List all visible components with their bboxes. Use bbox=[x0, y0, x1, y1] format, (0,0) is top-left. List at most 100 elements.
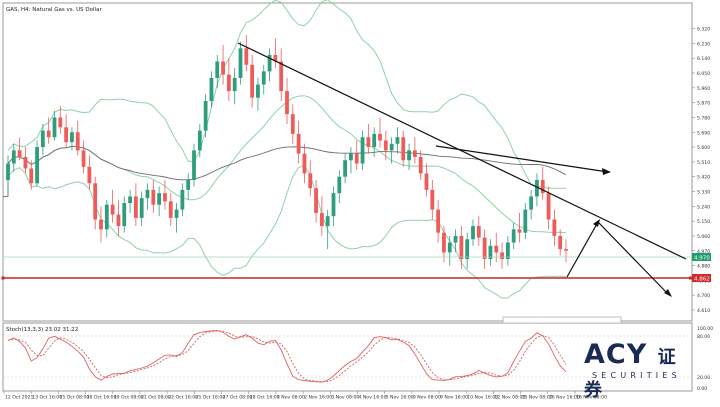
projection-line[interactable] bbox=[435, 145, 609, 173]
time-tick-label: 13 Oct 16:00 bbox=[32, 395, 62, 401]
price-tick-label: 6.320 bbox=[697, 27, 710, 33]
candle-body bbox=[482, 237, 487, 259]
candle bbox=[546, 186, 551, 230]
candle-body bbox=[35, 147, 39, 184]
stoch-panel[interactable] bbox=[2, 322, 693, 392]
price-tick-label: 5.870 bbox=[697, 101, 710, 107]
candle-body bbox=[244, 48, 249, 65]
stoch-tick-label: 20.00 bbox=[697, 375, 710, 381]
candle bbox=[197, 124, 202, 157]
candle bbox=[349, 147, 353, 174]
candle bbox=[395, 127, 400, 154]
candle bbox=[366, 124, 371, 154]
candle-body bbox=[23, 156, 28, 169]
time-tick-label: 15 Nov 08:00 bbox=[522, 395, 553, 401]
candle-body bbox=[505, 242, 510, 259]
candle-body bbox=[256, 84, 260, 98]
candle bbox=[192, 143, 196, 187]
candle-body bbox=[343, 160, 348, 177]
candle-body bbox=[81, 150, 86, 167]
time-tick-label: 12 Oct 2021 bbox=[5, 395, 33, 401]
candle-body bbox=[238, 48, 243, 78]
candle bbox=[6, 155, 10, 194]
candle bbox=[354, 140, 359, 171]
candle bbox=[122, 196, 127, 233]
candle-body bbox=[500, 252, 504, 259]
candle-body bbox=[354, 153, 359, 164]
candle-body bbox=[29, 168, 34, 184]
candle-body bbox=[11, 150, 16, 164]
candle bbox=[128, 189, 132, 213]
candle bbox=[523, 203, 528, 240]
candle bbox=[267, 48, 272, 82]
support-line-anchor-left[interactable] bbox=[1, 276, 5, 280]
candle-body bbox=[209, 77, 214, 101]
price-tick-label: 5.600 bbox=[697, 145, 710, 151]
candle-body bbox=[308, 173, 313, 189]
candle bbox=[360, 130, 365, 171]
candle-body bbox=[302, 153, 307, 174]
candle-body bbox=[128, 196, 132, 204]
candle-body bbox=[314, 188, 318, 213]
candle bbox=[46, 117, 51, 144]
candle bbox=[447, 235, 452, 266]
candle-body bbox=[494, 245, 499, 253]
time-tick-label: 4 Nov 16:00 bbox=[358, 395, 386, 401]
candle-body bbox=[174, 209, 179, 218]
candle bbox=[163, 179, 167, 210]
time-tick-label: 18 Nov 08:00 bbox=[576, 395, 607, 401]
price-tick-label: 4.610 bbox=[697, 308, 710, 314]
time-tick-label: 1 Nov 08:00 bbox=[277, 395, 305, 401]
candle bbox=[157, 186, 162, 217]
support-price-label: 4.862 bbox=[694, 277, 710, 283]
candle bbox=[29, 160, 34, 190]
candle bbox=[529, 189, 534, 220]
candle-body bbox=[401, 137, 406, 161]
candle bbox=[552, 209, 557, 246]
candle bbox=[244, 35, 249, 72]
candle bbox=[285, 77, 289, 125]
price-tick-label: 4.700 bbox=[697, 293, 710, 299]
candle-body bbox=[418, 156, 423, 174]
candle bbox=[87, 155, 92, 190]
price-panel[interactable] bbox=[2, 2, 693, 322]
candle bbox=[488, 239, 493, 266]
candle-body bbox=[436, 209, 441, 233]
candle-body bbox=[279, 61, 284, 92]
candle bbox=[52, 110, 57, 141]
candle-body bbox=[319, 212, 324, 227]
candle bbox=[505, 235, 510, 266]
candle bbox=[453, 229, 458, 253]
candle bbox=[151, 179, 156, 213]
candle bbox=[442, 226, 446, 263]
arrow-head-up bbox=[593, 219, 600, 227]
candle-body bbox=[261, 71, 266, 85]
candle bbox=[302, 143, 307, 184]
candle-body bbox=[378, 133, 382, 141]
candle-body bbox=[442, 232, 446, 253]
candle bbox=[250, 54, 255, 108]
descending-trendline[interactable] bbox=[237, 42, 687, 260]
candle bbox=[482, 229, 487, 269]
candle bbox=[412, 137, 417, 164]
stoch-signal-line bbox=[7, 330, 567, 383]
candle bbox=[290, 104, 295, 144]
support-line-anchor-right[interactable] bbox=[689, 276, 692, 280]
candle bbox=[331, 186, 336, 227]
candle bbox=[430, 179, 435, 220]
price-tick-label: 6.230 bbox=[697, 41, 710, 47]
candle bbox=[273, 38, 278, 69]
candle-body bbox=[52, 117, 57, 138]
candle bbox=[23, 147, 28, 174]
candles bbox=[6, 35, 568, 269]
time-tick-label: 2 Nov 16:00 bbox=[304, 395, 332, 401]
arrow-head-down bbox=[664, 289, 672, 297]
time-tick-label: 19 Oct 08:00 bbox=[114, 395, 144, 401]
candle bbox=[58, 105, 63, 134]
candle-body bbox=[407, 150, 411, 161]
candle-body bbox=[58, 117, 63, 128]
candle-body bbox=[517, 229, 522, 233]
